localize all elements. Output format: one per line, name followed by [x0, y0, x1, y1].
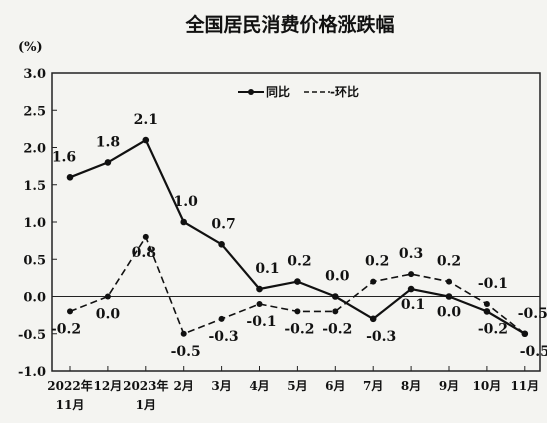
- mom-point: [142, 233, 149, 240]
- yoy-point: [66, 174, 74, 181]
- yoy-data-label: 0.0: [325, 269, 350, 285]
- yoy-point: [483, 308, 491, 315]
- x-tick-label: 12月: [94, 379, 123, 393]
- mom-data-label: 0.3: [399, 246, 423, 262]
- y-tick-label: 2.0: [23, 142, 46, 157]
- mom-data-label: -0.2: [51, 321, 81, 337]
- x-tick-label: 2月: [174, 379, 194, 393]
- y-axis-unit: (%): [18, 40, 43, 55]
- chart-title: 全国居民消费价格涨跌幅: [184, 13, 394, 36]
- y-tick-label: -0.5: [18, 328, 46, 343]
- yoy-data-label: 0.7: [211, 216, 235, 232]
- y-tick-label: 3.0: [23, 67, 46, 82]
- x-tick-labels: 2022年 11月 12月 2023年 1月 2月 3月 4月 5月 6月 7月 8月 9月 10月 11月: [47, 378, 539, 412]
- mom-data-label: -0.2: [322, 321, 352, 337]
- yoy-data-label: 1.0: [174, 194, 199, 210]
- x-tick-label: 9月: [439, 379, 459, 393]
- yoy-point: [369, 315, 377, 323]
- yoy-data-label: 0.1: [255, 261, 279, 277]
- mom-data-label: -0.1: [478, 276, 508, 292]
- mom-point: [370, 278, 377, 285]
- mom-point: [446, 278, 452, 285]
- x-tick-label: 6月: [325, 379, 345, 393]
- data-labels: 1.6 1.8 2.1 1.0 0.7 0.1 0.2 0.0 -0.3 0.1 0.0 -0.2 -0…: [51, 112, 547, 360]
- y-tick-label: 1.0: [23, 216, 46, 231]
- yoy-data-label: 0.1: [401, 297, 425, 313]
- yoy-point: [407, 285, 415, 293]
- y-tick-label: 2.5: [23, 104, 46, 119]
- mom-data-label: -0.1: [246, 314, 276, 330]
- yoy-data-label: 0.2: [287, 254, 311, 270]
- mom-point: [104, 293, 111, 300]
- mom-point: [256, 300, 263, 307]
- y-tick-label: 0.5: [23, 253, 46, 268]
- y-tick-label: -1.0: [18, 365, 46, 380]
- yoy-data-label: 2.1: [134, 112, 158, 128]
- y-tick-label: 1.5: [23, 179, 46, 194]
- yoy-data-label: 0.0: [437, 305, 462, 321]
- yoy-point: [294, 278, 301, 285]
- mom-data-label: 0.2: [365, 254, 389, 270]
- mom-point: [67, 308, 73, 315]
- mom-point: [408, 271, 415, 278]
- yoy-point: [142, 136, 150, 144]
- series-lines: [66, 136, 529, 338]
- legend-dashed-label: -环比: [330, 84, 359, 99]
- y-tick-labels: 3.0 2.5 2.0 1.5 1.0 0.5 0.0 -0.5 -1.0: [18, 67, 46, 380]
- yoy-data-label: 1.8: [96, 134, 120, 150]
- yoy-point: [218, 241, 225, 248]
- yoy-point: [104, 159, 112, 166]
- mom-data-label: -0.2: [284, 321, 314, 337]
- mom-data-label: 0.2: [437, 254, 461, 270]
- mom-point: [332, 308, 339, 315]
- mom-data-label: 0.8: [132, 245, 156, 261]
- x-tick-label: 10月: [473, 379, 502, 393]
- x-tick-label-line2: 11月: [56, 398, 85, 412]
- x-tick-label: 5月: [287, 379, 307, 393]
- legend: 同比 -环比: [238, 84, 359, 99]
- x-tick-label: 8月: [401, 379, 421, 393]
- yoy-point: [332, 293, 339, 300]
- yoy-point: [180, 218, 187, 226]
- mom-point: [294, 308, 301, 315]
- x-tick-label-line2: 1月: [136, 398, 156, 412]
- mom-data-label: -0.5: [171, 344, 201, 360]
- y-tick-label: 0.0: [23, 291, 46, 306]
- x-tick-label: 2022年: [47, 378, 92, 393]
- yoy-point: [256, 285, 263, 293]
- yoy-data-label: 1.6: [52, 149, 76, 165]
- mom-point: [180, 330, 187, 337]
- x-tick-label: 2023年: [123, 378, 168, 393]
- yoy-data-label: -0.5: [518, 306, 547, 322]
- mom-data-label: 0.0: [96, 307, 121, 323]
- legend-solid-label: 同比: [266, 84, 290, 99]
- axes: [51, 72, 541, 372]
- mom-point: [218, 315, 225, 322]
- mom-point: [483, 300, 490, 307]
- mom-point: [521, 330, 528, 337]
- x-tick-label: 3月: [211, 379, 231, 393]
- yoy-point: [445, 293, 453, 300]
- yoy-data-label: -0.2: [478, 321, 508, 337]
- mom-data-label: -0.5: [520, 344, 547, 360]
- x-tick-label: 7月: [363, 379, 383, 393]
- x-tick-label: 4月: [249, 379, 269, 393]
- mom-data-label: -0.3: [209, 329, 239, 345]
- x-tick-label: 11月: [510, 379, 539, 393]
- yoy-data-label: -0.3: [366, 329, 396, 345]
